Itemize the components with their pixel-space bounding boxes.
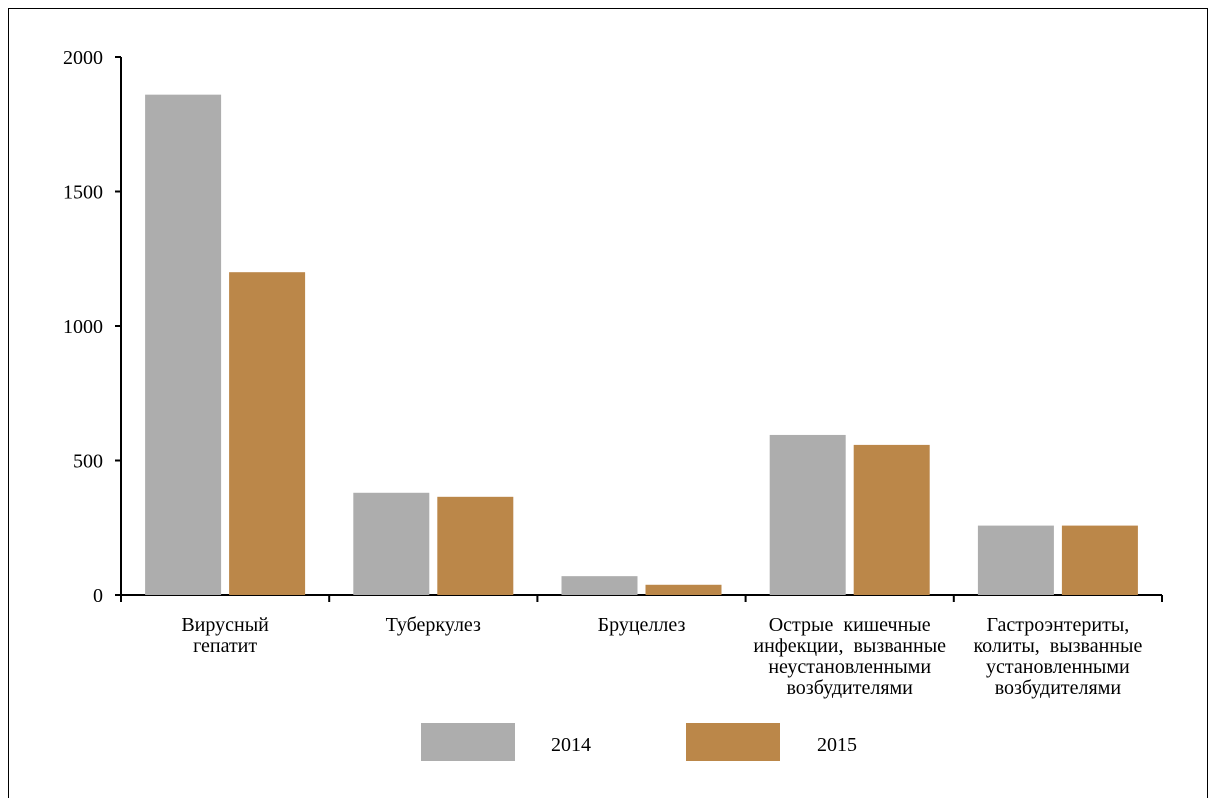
x-category-label: гепатит xyxy=(193,635,257,657)
chart-frame xyxy=(8,8,1208,798)
y-tick-label: 1500 xyxy=(63,182,103,204)
x-category-label: возбудителями xyxy=(786,677,913,699)
x-category-label: Острые кишечные xyxy=(769,614,931,636)
x-category-label: Вирусный xyxy=(181,614,269,636)
x-category-label: установленными xyxy=(986,656,1130,678)
x-category-label: возбудителями xyxy=(995,677,1122,699)
bar-2015-1 xyxy=(437,496,514,595)
y-tick-label: 1000 xyxy=(63,316,103,338)
x-category-label: колиты, вызванные xyxy=(973,635,1142,657)
legend-label-2015: 2015 xyxy=(817,734,857,756)
bar-2015-0 xyxy=(229,272,306,595)
x-category-label: неустановленными xyxy=(768,656,931,678)
bar-2014-0 xyxy=(145,94,222,595)
legend-label-2014: 2014 xyxy=(551,734,591,756)
bar-2014-3 xyxy=(769,434,846,595)
legend-swatch-2015 xyxy=(686,723,780,761)
x-category-label: Туберкулез xyxy=(386,614,481,636)
y-tick-label: 2000 xyxy=(63,47,103,69)
bar-2014-1 xyxy=(353,492,430,595)
bar-2015-2 xyxy=(645,584,722,595)
bar-2015-4 xyxy=(1061,525,1138,595)
y-tick-label: 500 xyxy=(73,451,103,473)
legend-swatch-2014 xyxy=(421,723,515,761)
bar-2015-3 xyxy=(853,444,930,595)
x-category-label: Бруцеллез xyxy=(598,614,686,636)
y-tick-label: 0 xyxy=(93,585,103,607)
x-category-label: Гастроэнтериты, xyxy=(986,614,1129,636)
x-category-label: инфекции, вызванные xyxy=(753,635,946,657)
bar-2014-4 xyxy=(977,525,1054,595)
bar-2014-2 xyxy=(561,576,638,595)
